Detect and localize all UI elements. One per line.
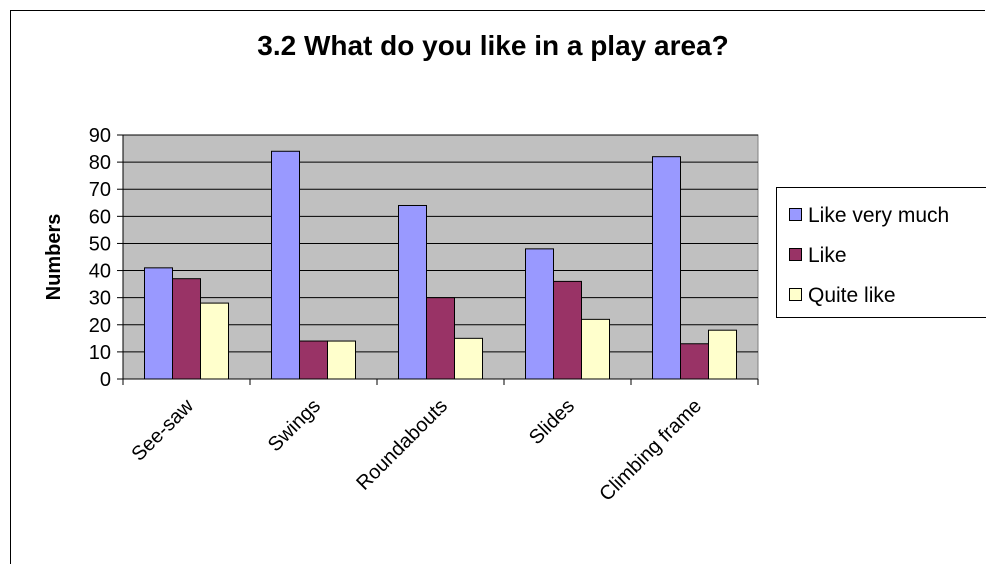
y-tick-label: 20 xyxy=(89,315,111,337)
legend-swatch xyxy=(789,248,802,261)
bar xyxy=(398,204,427,380)
legend-label: Like very much xyxy=(808,204,950,227)
legend-item-like-very-much: Like very much xyxy=(789,204,949,228)
bar xyxy=(581,318,610,380)
legend-label: Like xyxy=(808,244,847,267)
bar xyxy=(708,329,737,380)
y-tick-label: 50 xyxy=(89,233,111,255)
bar xyxy=(525,248,554,380)
bar xyxy=(271,150,300,380)
x-tick-label: See-saw xyxy=(127,395,198,466)
legend-swatch xyxy=(789,208,802,221)
bar xyxy=(652,156,681,380)
bar xyxy=(144,267,173,380)
chart-title: 3.2 What do you like in a play area? xyxy=(257,30,729,61)
y-tick-label: 80 xyxy=(89,152,111,174)
y-tick-label: 10 xyxy=(89,342,111,364)
bar xyxy=(299,340,328,380)
y-tick-label: 70 xyxy=(89,179,111,201)
y-tick-label: 30 xyxy=(89,288,111,310)
y-axis-label: Numbers xyxy=(43,214,65,301)
x-tick-label: Roundabouts xyxy=(352,395,452,495)
bar xyxy=(454,337,483,380)
bar xyxy=(426,297,455,380)
y-tick-label: 90 xyxy=(89,125,111,147)
bar xyxy=(327,340,356,380)
x-tick-label: Climbing frame xyxy=(595,395,706,506)
legend-item-quite-like: Quite like xyxy=(789,284,896,308)
legend-label: Quite like xyxy=(808,284,896,307)
bar xyxy=(680,343,709,380)
legend-item-like: Like xyxy=(789,244,847,268)
legend: Like very much Like Quite like xyxy=(776,187,986,318)
bar xyxy=(553,280,582,380)
bar xyxy=(172,278,201,380)
x-tick-label: Slides xyxy=(525,395,579,449)
x-tick-label: Swings xyxy=(264,395,325,456)
legend-swatch xyxy=(789,288,802,301)
chart-frame xyxy=(10,10,985,564)
y-tick-label: 60 xyxy=(89,206,111,228)
y-tick-label: 40 xyxy=(89,261,111,283)
y-tick-label: 0 xyxy=(100,369,111,391)
bar xyxy=(200,302,229,380)
